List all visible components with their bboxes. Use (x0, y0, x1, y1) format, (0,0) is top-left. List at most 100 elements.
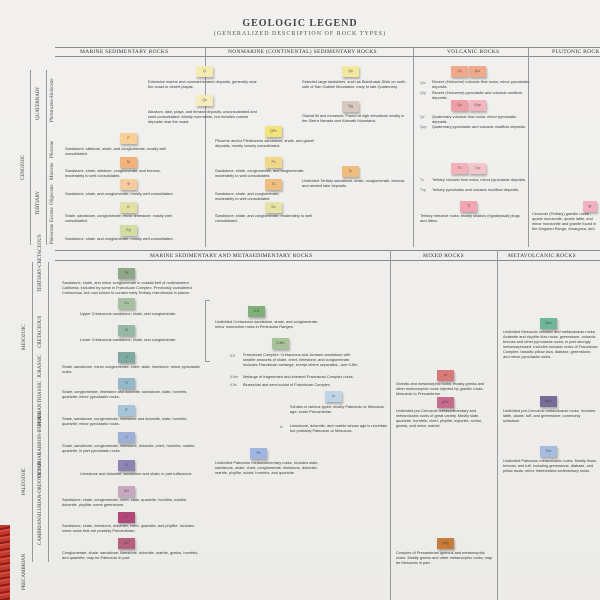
desc-kjf: Undivided Cretaceous sandstone, shale, a… (215, 319, 319, 329)
desc-volcanic-qrv: Recent (Holocene) volcanic flow rocks; m… (432, 79, 530, 89)
swatch-volcanic-qrv: Qv (451, 66, 468, 77)
desc-pev: Undivided pre-Cenozoic metavolcanic rock… (503, 408, 596, 423)
swatch-mixed-m: m (437, 370, 454, 381)
desc-nonmarine-qs: Selected large landslides, such as Black… (302, 79, 406, 89)
era-label-precambrian: PRECAMBRIAN (22, 553, 27, 590)
desc-pzv: Undivided Paleozoic metavolcanic rocks. … (503, 458, 597, 473)
desc-marine-d: Limestone and dolomite, sandstone and sh… (80, 471, 193, 476)
swatch-marine-m: M (120, 157, 137, 168)
header-marine-metasedimentary: MARINE SEDIMENTARY AND METASEDIMENTARY R… (150, 253, 313, 259)
swatch-marine-q: Q (196, 66, 213, 77)
era-label-cenozoic: CENOZOIC (21, 154, 26, 180)
col-divider-1 (205, 47, 206, 247)
period-cretaceous: CRETACEOUS (38, 315, 43, 348)
desc-pz: Undivided Paleozoic metasedimentary rock… (215, 460, 319, 475)
header-mixed: MIXED ROCKS (423, 253, 465, 259)
desc-volcanic-qvp: Quaternary pyroclastic and volcanic mudf… (432, 124, 526, 129)
sym-volcanic-tv: Tv (420, 178, 424, 182)
desc-marine-m: Sandstone, shale, siltstone, conglomerat… (65, 168, 161, 178)
desc-marine-phi: Sandstone, shale, and conglomerate; most… (65, 191, 174, 196)
epoch-miocene: Miocene (50, 162, 55, 181)
header-volcanic: VOLCANIC ROCKS (447, 49, 500, 55)
desc-marine-ep: Sandstone, shale, and conglomerate; most… (65, 236, 174, 241)
mid-col-divider-2 (497, 250, 498, 600)
desc-marine-j: Shale, sandstone, minor conglomerate, ch… (62, 364, 200, 374)
swatch-kjfm: KJfm (272, 338, 289, 349)
period-tertiary-cretaceous: TERTIARY-CRETACEOUS (38, 234, 43, 292)
desc-marine-e: Shale, sandstone, conglomerate, minor li… (65, 213, 172, 223)
swatch-volcanic-qrv-b: Qrv (469, 66, 486, 77)
swatch-marine-tr: Tr (118, 378, 135, 389)
period-label-quaternary: QUATERNARY (36, 86, 41, 120)
swatch-mzv: Mzv (540, 318, 557, 329)
desc-marine-cambrian: Sandstone, shale, limestone, dolomite, c… (62, 523, 195, 533)
epoch-paleocene: Paleocene (50, 223, 55, 244)
period-silurian-ordovician: SILURIAN-ORDOVICIAN (38, 461, 43, 518)
desc-mixed-peg: Complex of Precambrian igneous and metam… (396, 550, 493, 565)
epoch-pleistocene-holocene: Pleistocene-Holocene (50, 78, 55, 122)
period-cambrian: CAMBRIAN (38, 518, 43, 545)
sym-volcanic-qvp: Qvp (420, 125, 427, 129)
period-divider-top (46, 70, 47, 245)
swatch-marine-tk: TK (118, 268, 135, 279)
desc-marine-ku: Upper Cretaceous sandstone, shale, and c… (80, 311, 177, 316)
swatch-mixed-peg: pЄg (437, 538, 454, 549)
desc-schist: Schists of various types; mostly Paleozo… (290, 404, 385, 414)
mid-header-rule-bottom (55, 260, 600, 261)
desc-mixed-m: Granitic and metamorphic rocks, mostly g… (396, 381, 485, 396)
swatch-nonmarine-qg: Qg (342, 101, 359, 112)
era-label-paleozoic: PALEOZOIC (22, 467, 27, 495)
header-nonmarine-sedimentary: NONMARINE (CONTINENTAL) SEDIMENTARY ROCK… (228, 49, 377, 55)
sym-volcanic-tvp: Tvp (420, 188, 426, 192)
swatch-plutonic-gr: gr (583, 201, 597, 212)
swatch-marine-c: C (118, 432, 135, 443)
era-divider-lower (32, 262, 33, 562)
header-plutonic: PLUTONIC ROCK (552, 49, 600, 55)
swatch-pzv: Pzv (540, 446, 557, 457)
swatch-marine-p-lower: P (118, 405, 135, 416)
swatch-volcanic-ti: Ti (460, 201, 477, 212)
swatch-pz: Pz (250, 448, 267, 459)
sym-volcanic-qrp: Qrp (420, 91, 426, 95)
era-divider-top (30, 70, 31, 245)
desc-marine-precambrian: Conglomerate, shale, sandstone, limeston… (62, 550, 199, 560)
swatch-nonmarine-qs: Qs (342, 66, 359, 77)
legend-title: GEOLOGIC LEGEND (242, 18, 358, 29)
swatch-marine-d: D (118, 460, 135, 471)
period-label-tertiary: TERTIARY (36, 190, 41, 215)
desc-nonmarine-pc2: Sandstone, shale, and conglomerate; mode… (215, 191, 280, 201)
desc-plutonic-gr: Cenozoic (Tertiary) granitic rocks - qua… (532, 212, 597, 232)
desc-marine-kl: Lower Cretaceous sandstone, shale, and c… (80, 337, 177, 342)
epoch-pliocene: Pliocene (50, 140, 55, 158)
swatch-marine-cambrian: Є (118, 512, 135, 523)
top-header-rule-bottom (55, 56, 600, 57)
desc-marine-q: Extensive marine and nonmarine sand depo… (148, 79, 257, 89)
sym-kjfm: KJfm (230, 375, 238, 379)
swatch-mixed-pec: pЄc (437, 397, 454, 408)
swatch-nonmarine-pc: Pc (265, 157, 282, 168)
mid-header-rule (55, 250, 600, 251)
desc-nonmarine-tc: Undivided Tertiary sandstone, shale, con… (302, 178, 406, 188)
desc-nonmarine-qg: Glacial till and moraines. Found at high… (302, 113, 405, 123)
swatch-marine-ku: Ku (118, 298, 135, 309)
period-divider-lower (48, 262, 49, 562)
desc-volcanic-qrp: Recent (Holocene) pyroclastic and volcan… (432, 90, 523, 100)
swatch-marine-phi: Φ (120, 179, 137, 190)
desc-marine-p: Sandstone, siltstone, shale, and conglom… (65, 146, 166, 156)
sym-kjf: KJf (230, 354, 236, 358)
swatch-nonmarine-qpc: QPc (265, 126, 282, 137)
desc-nonmarine-qpc: Pliocene and/or Pleistocene sandstone, s… (215, 138, 315, 148)
sym-ls: ls (280, 425, 283, 429)
swatch-marine-p: P (120, 133, 137, 144)
desc-kjfs: Blueschist and semi-schist of Franciscan… (243, 382, 331, 387)
desc-marine-p-lower: Shale, sandstone, conglomerate, limeston… (62, 416, 188, 426)
map-edge-strip (0, 525, 10, 600)
era-label-mesozoic: MESOZOIC (22, 324, 27, 350)
swatch-kjf: KJf (248, 306, 265, 317)
desc-volcanic-tvp: Tertiary pyroclastic and volcanic mudflo… (432, 187, 520, 192)
period-jurassic: JURASSIC (38, 354, 43, 378)
swatch-ls: ls (325, 391, 342, 402)
desc-ls: Limestone, dolomite, and marble whose ag… (290, 423, 388, 433)
desc-marine-c: Shale, sandstone, conglomerate, limeston… (62, 443, 196, 453)
